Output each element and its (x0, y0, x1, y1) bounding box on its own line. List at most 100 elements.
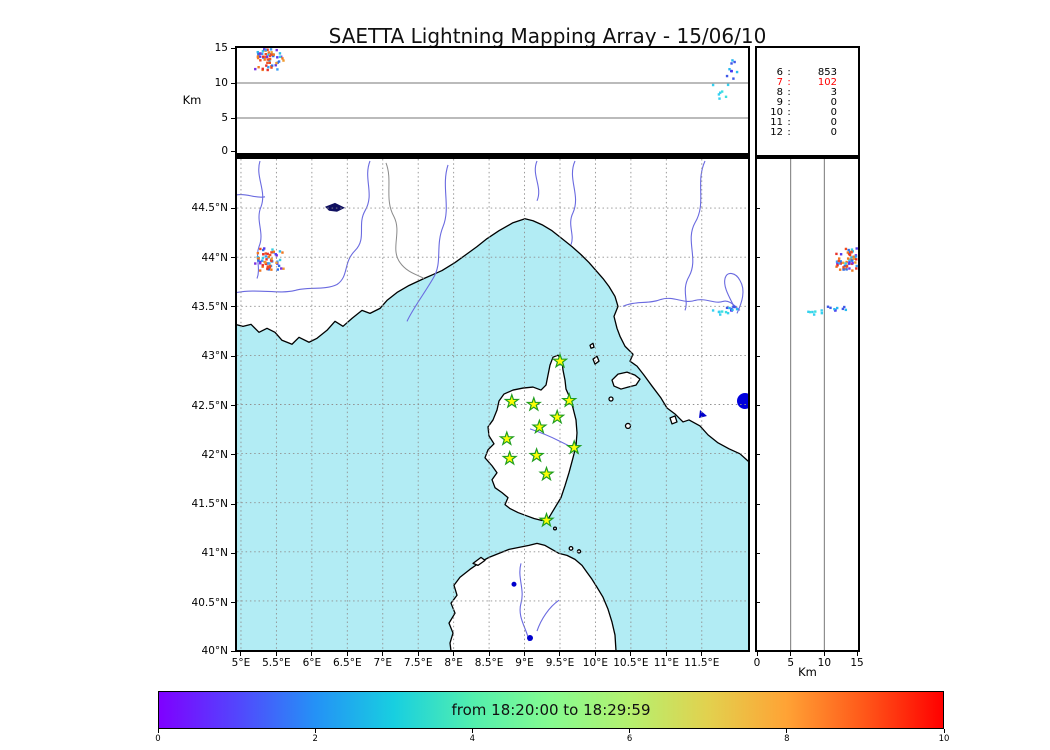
lightning-dot (265, 55, 269, 58)
lightning-dot (808, 310, 812, 314)
latitude-altitude-panel (755, 157, 860, 652)
lightning-dot (264, 261, 267, 264)
tick-mark (231, 257, 235, 259)
lightning-dot (270, 259, 273, 263)
stats-value: 3 (830, 87, 837, 98)
tick-mark (231, 306, 235, 308)
lightning-dot (281, 57, 284, 60)
stats-value: 0 (830, 127, 837, 138)
latitude-altitude-plot (790, 159, 858, 650)
lightning-dot (257, 66, 260, 69)
lightning-dot (268, 54, 272, 58)
lightning-dot (826, 305, 830, 308)
colorbar-tick-label: 6 (626, 734, 633, 744)
lat-tick-label: 40°N (201, 645, 228, 657)
rivers (237, 160, 744, 642)
tick-mark (756, 652, 758, 656)
lightning-dot (281, 251, 284, 254)
tick-mark (453, 652, 455, 656)
lightning-dot (843, 264, 846, 268)
tick-mark (757, 503, 760, 505)
lightning-dot (720, 90, 724, 93)
lightning-dot (261, 265, 264, 268)
lightning-dot (267, 262, 270, 265)
lon-tick-label: 7°E (373, 657, 393, 669)
lightning-dot (847, 262, 851, 265)
lightning-dot (264, 48, 268, 52)
lon-tick-label: 8°E (444, 657, 463, 669)
lake-sardinia-2 (527, 635, 533, 642)
lightning-dot (270, 66, 273, 69)
lon-tick-label: 6.5°E (333, 657, 362, 669)
lightning-dot (257, 259, 260, 262)
tick-mark (524, 652, 526, 656)
lightning-dot (846, 257, 850, 260)
lightning-dot (272, 53, 276, 56)
tick-mark (231, 405, 235, 406)
station-star-marker (551, 352, 569, 369)
altitude-longitude-panel (235, 46, 750, 157)
altitude-tick-label: 10 (214, 77, 228, 89)
lightning-dot (282, 59, 285, 62)
stats-station-count: 9 (776, 97, 783, 108)
stats-value: 102 (817, 77, 837, 88)
lightning-dot (820, 309, 823, 312)
station-star-marker (531, 418, 548, 435)
lakes (325, 202, 748, 642)
lightning-dot (274, 253, 277, 256)
tick-mark (757, 257, 760, 259)
lightning-dot (835, 306, 839, 310)
lightning-dot (855, 258, 858, 261)
lightning-dot (268, 57, 272, 61)
lon-tick-label: 5°E (231, 657, 251, 669)
island-elba (611, 371, 641, 390)
lightning-dot (280, 267, 283, 270)
lightning-dot (271, 248, 274, 251)
lightning-dot (263, 48, 266, 51)
lightning-dot (848, 253, 851, 256)
lightning-dot (829, 306, 832, 310)
tick-mark (231, 355, 235, 357)
tick-mark (701, 652, 703, 656)
lightning-dot (274, 64, 277, 67)
lightning-dot (256, 256, 259, 259)
station-star-marker (525, 395, 542, 412)
lightning-dot (720, 310, 724, 313)
lightning-dot (262, 253, 265, 256)
lightning-dot (265, 64, 268, 67)
tick-mark (231, 47, 235, 49)
tick-mark (471, 729, 473, 733)
lightning-dot (732, 77, 735, 80)
lightning-dot (852, 255, 855, 258)
lightning-dot (837, 257, 841, 260)
lake-serre-poncon (325, 202, 345, 212)
stats-row: 6: 853 (767, 68, 858, 78)
lat-tick-label: 42.5°N (191, 399, 228, 412)
lightning-dot (837, 259, 840, 263)
tick-mark (488, 652, 490, 656)
tick-mark (231, 552, 235, 554)
tick-mark (275, 652, 277, 656)
lightning-dot (845, 260, 848, 264)
stats-colon: : (787, 67, 791, 78)
island-sardinia (448, 542, 617, 650)
tick-mark (757, 602, 760, 604)
lightning-dot (850, 251, 853, 254)
stats-station-count: 6 (776, 67, 783, 78)
lightning-dot (275, 61, 278, 65)
lightning-dot (258, 260, 262, 264)
stats-value: 0 (830, 97, 837, 108)
lon-tick-label: 7.5°E (403, 657, 433, 669)
lightning-dot (812, 313, 816, 316)
lightning-dot (725, 74, 729, 78)
altitude-tick-label: 0 (753, 657, 761, 669)
station-star-marker (560, 392, 578, 408)
tick-mark (231, 602, 235, 604)
station-star-marker (538, 465, 555, 482)
lightning-dot (267, 65, 270, 69)
lightning-dot (855, 247, 858, 250)
tick-mark (559, 652, 561, 656)
altitude-tick-label: 5 (221, 112, 228, 124)
lightning-dot (726, 311, 730, 315)
tick-mark (231, 503, 235, 505)
